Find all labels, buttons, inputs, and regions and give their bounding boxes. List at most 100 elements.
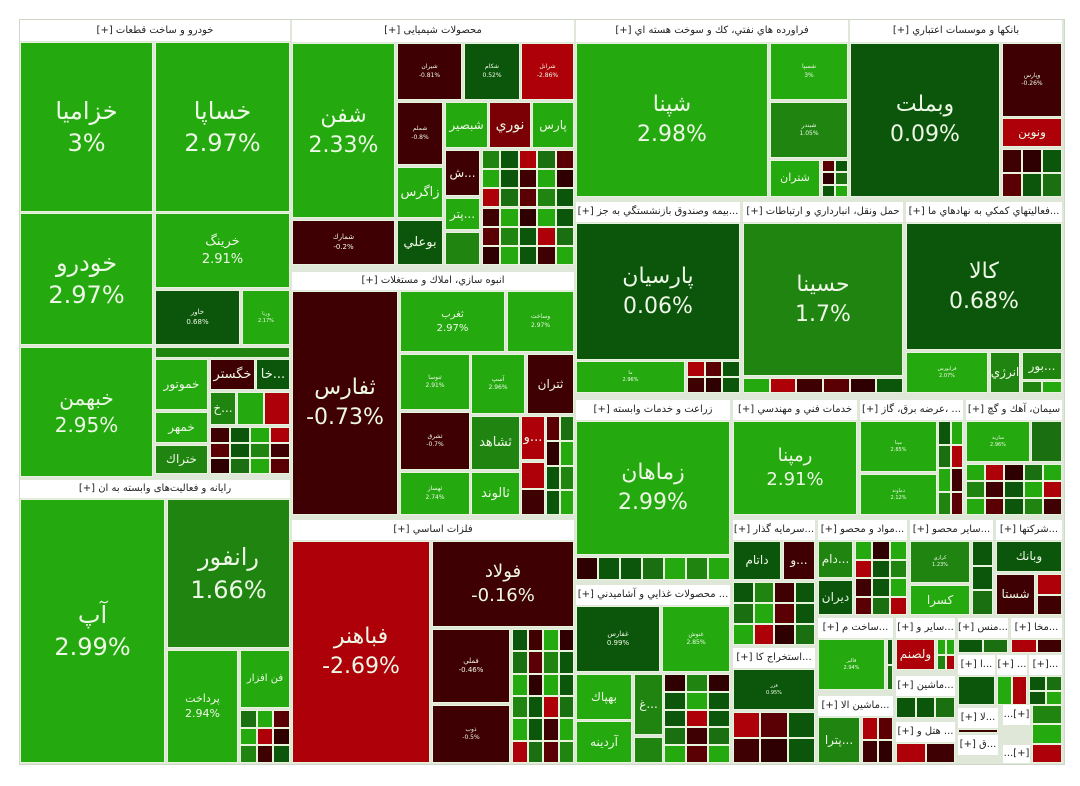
- stock-tile[interactable]: [822, 172, 835, 185]
- stock-tile[interactable]: [1023, 481, 1043, 498]
- sector-header[interactable]: زراعت و خدمات وابسته [+]: [576, 400, 730, 420]
- stock-tile[interactable]: [849, 378, 877, 393]
- stock-tile[interactable]: [835, 172, 848, 185]
- stock-tile[interactable]: [240, 710, 257, 728]
- stock-tile[interactable]: [708, 745, 730, 763]
- stock-tile[interactable]: [855, 596, 873, 615]
- stock-tile[interactable]: [576, 557, 598, 580]
- stock-tile[interactable]: [558, 673, 574, 696]
- stock-tile[interactable]: [518, 226, 538, 246]
- stock-tile[interactable]: [889, 541, 907, 560]
- stock-tile[interactable]: [896, 743, 926, 763]
- stock-tile[interactable]: [753, 624, 774, 645]
- stock-tile[interactable]: [937, 639, 946, 655]
- stock-tile[interactable]: [482, 188, 501, 208]
- stock-tile[interactable]: رانفور 1.66%: [167, 499, 290, 648]
- stock-tile[interactable]: [708, 557, 730, 580]
- stock-tile[interactable]: [270, 427, 290, 443]
- stock-tile[interactable]: [686, 691, 708, 710]
- stock-tile[interactable]: [521, 488, 545, 515]
- stock-tile[interactable]: [823, 378, 850, 393]
- stock-tile[interactable]: [555, 207, 574, 227]
- stock-tile[interactable]: ثهساز 2.74%: [400, 472, 470, 515]
- stock-tile[interactable]: شبصیر: [445, 102, 488, 148]
- stock-tile[interactable]: [1002, 149, 1022, 173]
- sector-header[interactable]: فراورده هاي نفتي، كك و سوخت هسته اي [+]: [576, 20, 848, 42]
- stock-tile[interactable]: [518, 150, 538, 170]
- stock-tile[interactable]: شرانل -2.86%: [521, 43, 574, 100]
- stock-tile[interactable]: [482, 245, 501, 265]
- stock-tile[interactable]: [1042, 464, 1062, 481]
- stock-tile[interactable]: [558, 740, 574, 763]
- stock-tile[interactable]: خبهمن 2.95%: [20, 347, 153, 477]
- sector-header[interactable]: سیمان، آهك و گچ [+]: [966, 400, 1062, 420]
- stock-tile[interactable]: [527, 673, 543, 696]
- stock-tile[interactable]: [915, 697, 936, 718]
- stock-tile[interactable]: [500, 226, 519, 246]
- stock-tile[interactable]: [558, 696, 574, 719]
- stock-tile[interactable]: آسپ 2.96%: [471, 354, 525, 414]
- stock-tile[interactable]: [835, 184, 848, 197]
- stock-tile[interactable]: شسپا 3%: [770, 43, 848, 100]
- stock-tile[interactable]: [512, 718, 528, 741]
- stock-tile[interactable]: [155, 347, 290, 358]
- stock-tile[interactable]: [872, 541, 890, 560]
- sector-header[interactable]: ...استخراج كا [+]: [733, 648, 815, 668]
- stock-tile[interactable]: [794, 582, 815, 603]
- stock-tile[interactable]: [230, 427, 250, 443]
- stock-tile[interactable]: [938, 444, 951, 468]
- stock-tile[interactable]: [598, 557, 620, 580]
- stock-tile[interactable]: [1036, 639, 1062, 653]
- stock-tile[interactable]: [1023, 464, 1043, 481]
- stock-tile[interactable]: [1032, 705, 1062, 725]
- stock-tile[interactable]: [445, 232, 480, 265]
- stock-tile[interactable]: [230, 442, 250, 459]
- sector-header[interactable]: ...شركتها [+]: [996, 520, 1062, 540]
- sector-header[interactable]: ... محصولات غذايي و آشاميدني [+]: [576, 585, 730, 605]
- stock-tile[interactable]: [256, 727, 274, 746]
- stock-tile[interactable]: [273, 727, 290, 746]
- stock-tile[interactable]: [872, 578, 890, 597]
- stock-tile[interactable]: [958, 676, 995, 705]
- stock-tile[interactable]: ...پتر: [445, 198, 480, 230]
- stock-tile[interactable]: [1042, 381, 1062, 393]
- stock-tile[interactable]: [620, 557, 642, 580]
- stock-tile[interactable]: وبملت 0.09%: [850, 43, 1000, 197]
- stock-tile[interactable]: [862, 717, 878, 740]
- stock-tile[interactable]: [500, 188, 519, 208]
- stock-tile[interactable]: [1004, 464, 1024, 481]
- sector-header[interactable]: ...سرمايه گذار [+]: [733, 520, 815, 540]
- sector-header[interactable]: ...لا [+]: [958, 708, 998, 728]
- stock-tile[interactable]: [887, 639, 893, 665]
- stock-tile[interactable]: [704, 361, 723, 377]
- stock-tile[interactable]: خرینگ 2.91%: [155, 213, 290, 288]
- sector-header[interactable]: حمل ونقل، انبارداري و ارتباطات [+]: [743, 202, 903, 222]
- stock-tile[interactable]: [796, 378, 823, 393]
- stock-tile[interactable]: [1042, 149, 1062, 173]
- stock-tile[interactable]: [1002, 173, 1022, 197]
- stock-tile[interactable]: [769, 378, 797, 393]
- stock-tile[interactable]: [537, 207, 556, 227]
- stock-tile[interactable]: فولاد -0.16%: [432, 541, 574, 627]
- stock-tile[interactable]: [543, 629, 559, 652]
- stock-tile[interactable]: [997, 676, 1012, 705]
- sector-header[interactable]: ...ماشين الا [+]: [818, 696, 893, 716]
- stock-tile[interactable]: آردینه: [576, 721, 632, 763]
- stock-tile[interactable]: [896, 697, 916, 718]
- stock-tile[interactable]: [642, 557, 664, 580]
- stock-tile[interactable]: خزامیا 3%: [20, 42, 153, 212]
- stock-tile[interactable]: شفن 2.33%: [292, 43, 395, 218]
- stock-tile[interactable]: [950, 421, 963, 445]
- stock-tile[interactable]: غنوش 2.85%: [662, 606, 730, 672]
- stock-tile[interactable]: [482, 226, 501, 246]
- stock-tile[interactable]: [753, 582, 774, 603]
- stock-tile[interactable]: [210, 458, 230, 474]
- stock-tile[interactable]: شمارك -0.2%: [292, 220, 395, 265]
- stock-tile[interactable]: [558, 629, 574, 652]
- stock-tile[interactable]: [664, 745, 686, 763]
- stock-tile[interactable]: [1045, 690, 1062, 705]
- stock-tile[interactable]: بهپاك: [576, 674, 632, 720]
- stock-tile[interactable]: [872, 559, 890, 578]
- stock-tile[interactable]: شبندر 1.05%: [770, 102, 848, 158]
- stock-tile[interactable]: ...بور: [1022, 352, 1062, 380]
